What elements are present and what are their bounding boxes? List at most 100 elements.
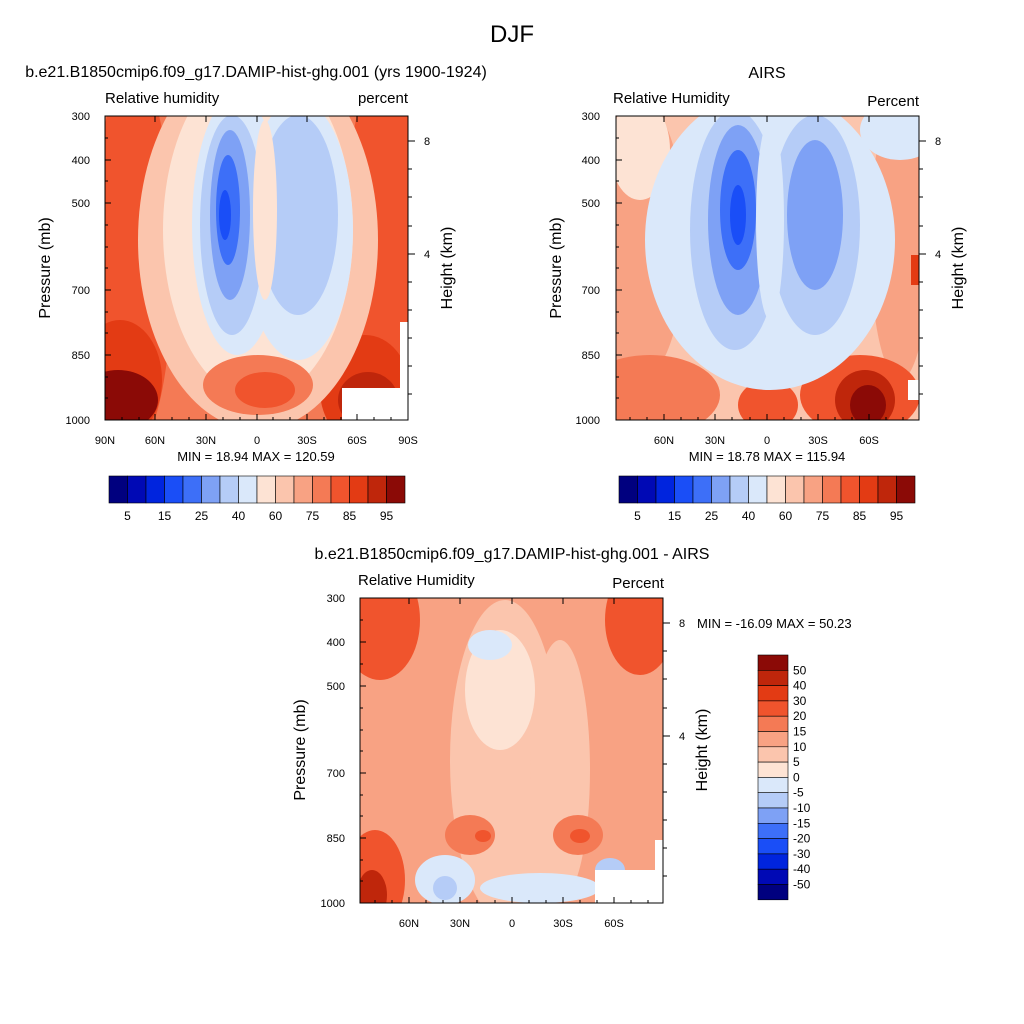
colorbar-label: 85: [343, 509, 357, 523]
x-tick-marks: [121, 116, 392, 420]
colorbar-swatch: [785, 475, 805, 504]
colorbar-swatch: [757, 838, 789, 855]
x-tick-label: 0: [764, 435, 770, 447]
colorbar-swatch: [757, 715, 789, 732]
panel-difference: b.e21.B1850cmip6.f09_g17.DAMIP-hist-ghg.…: [292, 546, 852, 930]
colorbar-label: -30: [793, 847, 811, 861]
y-tick-marks: [360, 597, 366, 904]
colorbar-swatch: [757, 669, 789, 686]
colorbar-swatch: [312, 475, 332, 504]
missing-data-region: [655, 840, 663, 870]
colorbar-label: 15: [668, 509, 682, 523]
y-tick-label: 400: [72, 155, 90, 167]
colorbar-swatch: [757, 654, 789, 671]
panel-airs-y-ticks: 300 400 500 700 850 1000 8 4: [576, 111, 942, 427]
y-right-tick-marks: [408, 140, 415, 395]
x-tick-label: 60N: [145, 435, 165, 447]
y-tick-label: 850: [327, 833, 345, 845]
panel-model-colorbar: 5 15 25 40 60 75 85 95: [108, 475, 406, 523]
x-tick-label: 30N: [705, 435, 725, 447]
panel-airs: AIRS Relative Humidity Percent Pressure …: [548, 65, 967, 523]
contour-region: [360, 598, 420, 680]
y-right-tick-marks: [663, 622, 670, 877]
contour-region: [738, 380, 798, 420]
colorbar-label: 5: [634, 509, 641, 523]
x-tick-marks: [374, 598, 649, 903]
panel-difference-ylabel-right: Height (km): [694, 709, 711, 792]
y-tick-label: 700: [72, 285, 90, 297]
figure-suptitle: DJF: [490, 21, 534, 48]
colorbar-label: 5: [793, 755, 800, 769]
y-tick-label: 400: [582, 155, 600, 167]
colorbar-swatch: [729, 475, 749, 504]
y-tick-marks: [616, 115, 622, 421]
panel-airs-ylabel: Pressure (mb): [548, 217, 565, 318]
panel-airs-minmax: MIN = 18.78 MAX = 115.94: [689, 449, 846, 464]
contour-region: [105, 370, 158, 420]
x-tick-marks: [629, 116, 904, 420]
contour-region: [235, 372, 295, 408]
colorbar-label: -20: [793, 832, 811, 846]
contour-region: [530, 640, 590, 900]
panel-airs-ylabel-right: Height (km): [950, 227, 967, 310]
x-tick-label: 60S: [859, 435, 879, 447]
panel-model-title: b.e21.B1850cmip6.f09_g17.DAMIP-hist-ghg.…: [25, 64, 487, 81]
colorbar-swatch: [637, 475, 657, 504]
colorbar-label: 5: [124, 509, 131, 523]
contour-region: [360, 870, 387, 903]
colorbar-label: -5: [793, 786, 804, 800]
colorbar-label: 40: [742, 509, 756, 523]
contour-region: [219, 190, 231, 240]
y-tick-label: 1000: [66, 415, 90, 427]
colorbar-swatch: [674, 475, 694, 504]
panel-airs-right-label: Percent: [867, 93, 920, 110]
contour-region: [730, 185, 746, 245]
panel-model-ylabel-right: Height (km): [439, 227, 456, 310]
colorbar-label: 10: [793, 740, 807, 754]
colorbar-swatch: [757, 731, 789, 748]
colorbar-label: 85: [853, 509, 867, 523]
y-tick-label: 500: [582, 198, 600, 210]
contour-region: [253, 120, 277, 300]
colorbar-swatch: [330, 475, 350, 504]
x-tick-label: 30N: [450, 918, 470, 930]
colorbar-swatch: [293, 475, 313, 504]
colorbar-label: -40: [793, 862, 811, 876]
panel-difference-y-ticks: 300 400 500 700 850 1000 8 4: [321, 593, 686, 910]
colorbar-label: 25: [195, 509, 209, 523]
y-tick-label: 300: [72, 111, 90, 123]
colorbar-label: 30: [793, 694, 807, 708]
y-tick-label: 850: [582, 350, 600, 362]
colorbar-label: 15: [158, 509, 172, 523]
panel-model-minmax: MIN = 18.94 MAX = 120.59: [177, 449, 335, 464]
x-tick-label: 90S: [398, 435, 418, 447]
colorbar-label: -15: [793, 816, 811, 830]
panel-difference-minmax: MIN = -16.09 MAX = 50.23: [697, 616, 852, 631]
colorbar-swatch: [757, 685, 789, 702]
contour-region: [475, 830, 491, 842]
missing-data-region: [342, 388, 408, 420]
y-tick-label: 1000: [321, 898, 345, 910]
colorbar-swatch: [367, 475, 387, 504]
colorbar-swatch: [164, 475, 184, 504]
y-tick-label: 500: [327, 681, 345, 693]
panel-airs-contour-field: [616, 116, 919, 420]
contour-region: [465, 630, 535, 750]
panel-airs-x-ticks: 60N 30N 0 30S 60S: [629, 116, 904, 447]
colorbar-swatch: [757, 884, 789, 901]
colorbar-swatch: [711, 475, 731, 504]
y-tick-label: 1000: [576, 415, 600, 427]
colorbar-label: -50: [793, 878, 811, 892]
panel-model-right-label: percent: [358, 90, 409, 107]
panel-airs-title: AIRS: [748, 65, 785, 82]
contour-region: [570, 829, 590, 843]
panel-difference-left-label: Relative Humidity: [358, 572, 475, 589]
panel-model-left-label: Relative humidity: [105, 90, 220, 107]
colorbar-label: -10: [793, 801, 811, 815]
panel-difference-right-label: Percent: [612, 575, 665, 592]
contour-region: [480, 873, 600, 903]
colorbar-swatch: [275, 475, 295, 504]
y-right-tick-label: 4: [935, 249, 941, 261]
contour-region: [860, 116, 919, 160]
